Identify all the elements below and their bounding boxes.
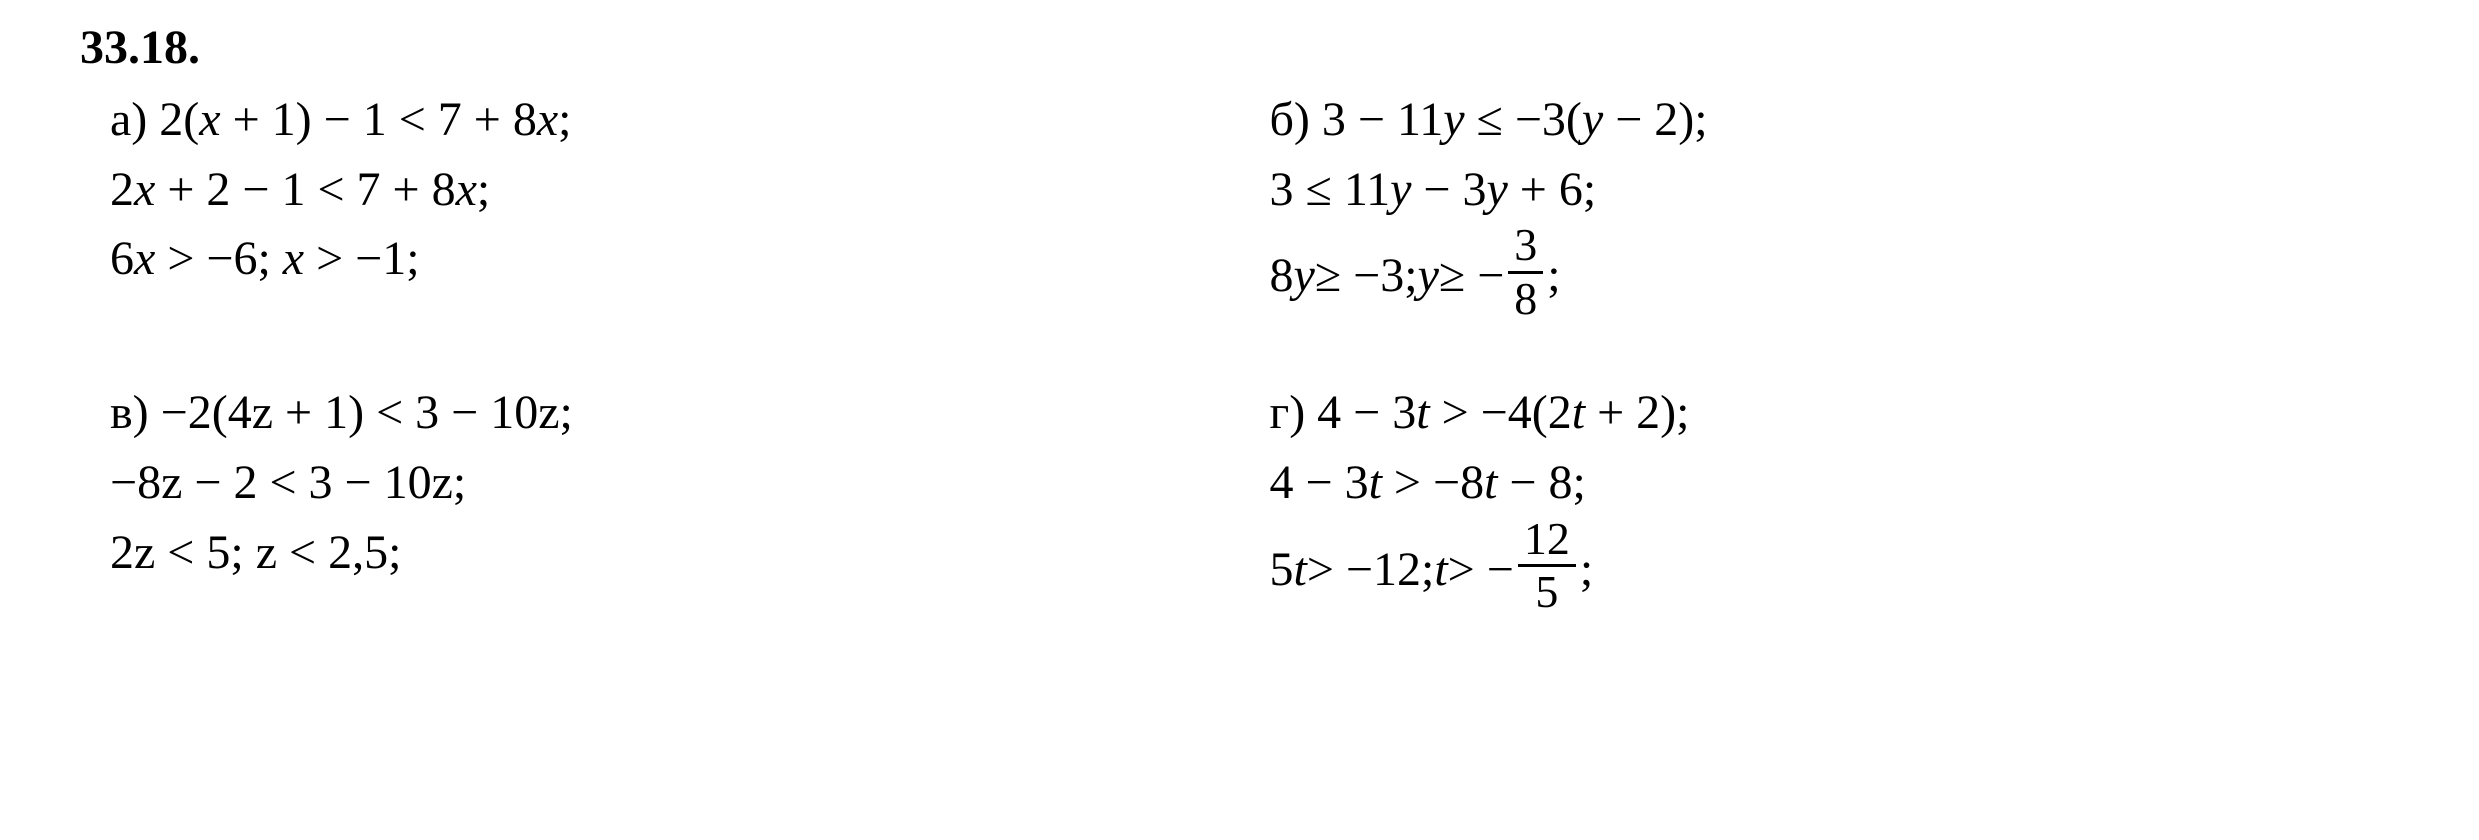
column-right: б) 3 − 11y ≤ −3(y − 2); 3 ≤ 11y − 3y + 6… [1240, 85, 2400, 378]
text: + 6; [1508, 163, 1596, 216]
text: + 2 − 1 < 7 + 8 [155, 163, 455, 216]
variable-t: t [1294, 535, 1307, 605]
text: ≥ −3; [1315, 241, 1418, 311]
text: > − [1448, 535, 1514, 605]
label-b: б) [1270, 93, 1310, 146]
problem-a-line2: 2x + 2 − 1 < 7 + 8x; [110, 155, 1240, 225]
text: > −8 [1382, 456, 1484, 509]
variable-y: y [1443, 93, 1464, 146]
problems-row-2: в) −2(4z + 1) < 3 − 10z; −8z − 2 < 3 − 1… [80, 378, 2399, 671]
text: 6 [110, 232, 134, 285]
fraction-numerator: 12 [1518, 514, 1576, 568]
variable-y: y [1418, 241, 1439, 311]
text: 3 ≤ 11 [1270, 163, 1391, 216]
problem-g-line3: 5t > −12; t > − 12 5 ; [1270, 518, 1594, 622]
variable-x: x [134, 232, 155, 285]
fraction-3-over-8: 3 8 [1508, 220, 1543, 324]
problem-g: г) 4 − 3t > −4(2t + 2); 4 − 3t > −8t − 8… [1270, 378, 2400, 621]
label-v: в) [110, 386, 149, 439]
problem-v-line1: в) −2(4z + 1) < 3 − 10z; [110, 378, 1240, 448]
variable-y: y [1390, 163, 1411, 216]
text: 2( [159, 93, 199, 146]
text: 2 [110, 163, 134, 216]
variable-x: x [283, 232, 304, 285]
variable-t: t [1369, 456, 1382, 509]
variable-x: x [537, 93, 558, 146]
problems-row-1: а) 2(x + 1) − 1 < 7 + 8x; 2x + 2 − 1 < 7… [80, 85, 2399, 378]
variable-x: x [199, 93, 220, 146]
label-g: г) [1270, 386, 1306, 439]
variable-t: t [1572, 386, 1585, 439]
text: ; [558, 93, 571, 146]
fraction-denominator: 5 [1518, 567, 1576, 618]
text: − 8; [1497, 456, 1585, 509]
text: > −6; [155, 232, 282, 285]
column-left: а) 2(x + 1) − 1 < 7 + 8x; 2x + 2 − 1 < 7… [80, 85, 1240, 378]
text: > −12; [1307, 535, 1434, 605]
text: 5 [1270, 535, 1294, 605]
text: 8 [1270, 241, 1294, 311]
fraction-denominator: 8 [1508, 274, 1543, 325]
fraction-numerator: 3 [1508, 220, 1543, 274]
fraction-12-over-5: 12 5 [1518, 514, 1576, 618]
variable-t: t [1434, 535, 1447, 605]
text: + 1) − 1 < 7 + 8 [221, 93, 537, 146]
problem-a-line3: 6x > −6; x > −1; [110, 224, 1240, 294]
problem-v-line3: 2z < 5; z < 2,5; [110, 518, 1240, 588]
column-left: в) −2(4z + 1) < 3 − 10z; −8z − 2 < 3 − 1… [80, 378, 1240, 671]
text: 3 − 11 [1322, 93, 1443, 146]
variable-x: x [456, 163, 477, 216]
text: > −4(2 [1430, 386, 1572, 439]
variable-x: x [134, 163, 155, 216]
problem-b: б) 3 − 11y ≤ −3(y − 2); 3 ≤ 11y − 3y + 6… [1270, 85, 2400, 328]
text: ; [1580, 535, 1593, 605]
text: − 2); [1603, 93, 1707, 146]
problem-g-line2: 4 − 3t > −8t − 8; [1270, 448, 2400, 518]
problem-b-line2: 3 ≤ 11y − 3y + 6; [1270, 155, 2400, 225]
text: ≤ −3( [1465, 93, 1582, 146]
text: −2(4z + 1) < 3 − 10z; [161, 386, 573, 439]
label-a: а) [110, 93, 147, 146]
text: 2z < 5; z < 2,5; [110, 526, 401, 579]
variable-y: y [1294, 241, 1315, 311]
text: + 2); [1585, 386, 1689, 439]
problem-v-line2: −8z − 2 < 3 − 10z; [110, 448, 1240, 518]
problem-b-line3: 8y ≥ −3; y ≥ − 3 8 ; [1270, 224, 1561, 328]
variable-y: y [1486, 163, 1507, 216]
text: ≥ − [1439, 241, 1504, 311]
text: > −1; [304, 232, 419, 285]
variable-t: t [1484, 456, 1497, 509]
problem-set-number: 33.18. [80, 20, 2399, 75]
text: 4 − 3 [1317, 386, 1416, 439]
text: ; [1547, 241, 1560, 311]
document-root: 33.18. а) 2(x + 1) − 1 < 7 + 8x; 2x + 2 … [80, 20, 2399, 672]
problem-g-line1: г) 4 − 3t > −4(2t + 2); [1270, 378, 2400, 448]
problem-a: а) 2(x + 1) − 1 < 7 + 8x; 2x + 2 − 1 < 7… [110, 85, 1240, 294]
text: 4 − 3 [1270, 456, 1369, 509]
variable-y: y [1582, 93, 1603, 146]
column-right: г) 4 − 3t > −4(2t + 2); 4 − 3t > −8t − 8… [1240, 378, 2400, 671]
variable-t: t [1416, 386, 1429, 439]
text: ; [477, 163, 490, 216]
problem-a-line1: а) 2(x + 1) − 1 < 7 + 8x; [110, 85, 1240, 155]
problem-v: в) −2(4z + 1) < 3 − 10z; −8z − 2 < 3 − 1… [110, 378, 1240, 587]
problem-b-line1: б) 3 − 11y ≤ −3(y − 2); [1270, 85, 2400, 155]
text: − 3 [1411, 163, 1486, 216]
text: −8z − 2 < 3 − 10z; [110, 456, 466, 509]
